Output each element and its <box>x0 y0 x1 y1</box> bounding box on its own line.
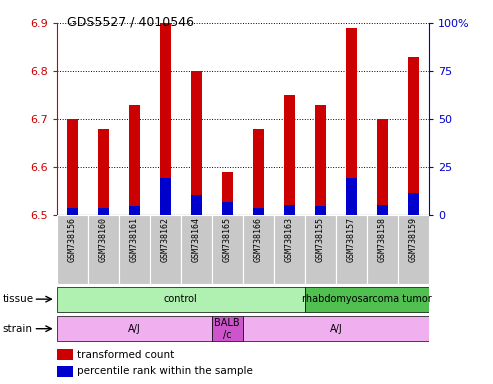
Text: percentile rank within the sample: percentile rank within the sample <box>77 366 253 376</box>
Bar <box>98 129 108 215</box>
Text: rhabdomyosarcoma tumor: rhabdomyosarcoma tumor <box>302 294 432 304</box>
Bar <box>191 71 202 215</box>
Text: GSM738155: GSM738155 <box>316 217 325 262</box>
Bar <box>408 57 419 215</box>
Text: GSM738163: GSM738163 <box>285 217 294 262</box>
Bar <box>377 119 388 215</box>
Text: GSM738161: GSM738161 <box>130 217 139 262</box>
Bar <box>367 215 398 284</box>
Text: BALB
/c: BALB /c <box>214 318 240 339</box>
Bar <box>212 316 243 341</box>
Bar <box>243 215 274 284</box>
Bar <box>398 215 429 284</box>
Bar <box>191 195 202 215</box>
Bar <box>67 208 77 215</box>
Bar <box>57 316 212 341</box>
Bar <box>315 104 326 215</box>
Bar <box>98 208 108 215</box>
Bar <box>284 205 295 215</box>
Bar <box>160 177 171 215</box>
Bar <box>243 316 429 341</box>
Bar <box>212 215 243 284</box>
Text: GSM738160: GSM738160 <box>99 217 108 262</box>
Text: tissue: tissue <box>2 294 34 304</box>
Bar <box>346 177 357 215</box>
Text: GSM738162: GSM738162 <box>161 217 170 262</box>
Text: GSM738165: GSM738165 <box>223 217 232 262</box>
Bar <box>284 95 295 215</box>
Bar <box>253 208 264 215</box>
Text: strain: strain <box>2 324 33 334</box>
Bar <box>57 366 73 377</box>
Bar <box>274 215 305 284</box>
Text: transformed count: transformed count <box>77 349 175 359</box>
Bar <box>315 207 326 215</box>
Text: A/J: A/J <box>329 324 342 334</box>
Text: GSM738159: GSM738159 <box>409 217 418 262</box>
Text: GSM738158: GSM738158 <box>378 217 387 262</box>
Text: control: control <box>164 294 198 304</box>
Bar <box>336 215 367 284</box>
Bar <box>129 104 140 215</box>
Bar <box>119 215 150 284</box>
Bar <box>346 28 357 215</box>
Bar <box>305 215 336 284</box>
Bar <box>305 287 429 311</box>
Bar <box>160 23 171 215</box>
Text: GSM738157: GSM738157 <box>347 217 356 262</box>
Text: GSM738164: GSM738164 <box>192 217 201 262</box>
Bar <box>222 172 233 215</box>
Text: GDS5527 / 4010546: GDS5527 / 4010546 <box>67 15 194 28</box>
Bar <box>181 215 212 284</box>
Text: GSM738166: GSM738166 <box>254 217 263 262</box>
Bar <box>88 215 119 284</box>
Bar <box>150 215 181 284</box>
Bar <box>57 215 88 284</box>
Text: GSM738156: GSM738156 <box>68 217 77 262</box>
Text: A/J: A/J <box>128 324 141 334</box>
Bar <box>67 119 77 215</box>
Bar <box>253 129 264 215</box>
Bar <box>129 207 140 215</box>
Bar <box>408 194 419 215</box>
Bar <box>222 202 233 215</box>
Bar <box>57 287 305 311</box>
Bar <box>57 349 73 360</box>
Bar <box>377 205 388 215</box>
